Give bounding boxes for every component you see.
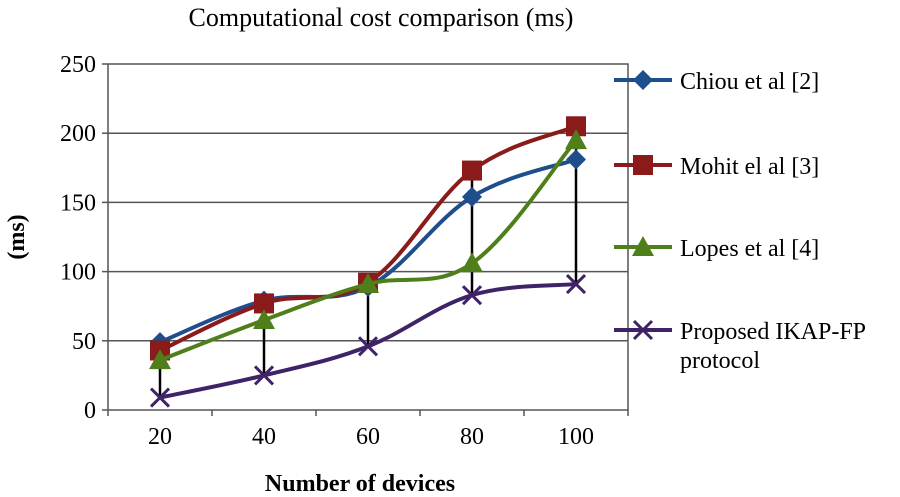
legend-marker <box>633 155 653 175</box>
x-tick-label: 20 <box>148 424 172 450</box>
marker-stroke <box>461 285 483 306</box>
legend-marker <box>632 319 654 341</box>
legend-label: Chiou et al [2] <box>680 69 819 95</box>
data-point <box>565 129 587 150</box>
marker-stroke <box>565 273 587 295</box>
plot-area-border <box>107 63 629 411</box>
y-tick-label: 150 <box>60 190 96 216</box>
y-tick-label: 0 <box>84 398 96 424</box>
x-tick-label: 80 <box>460 424 484 450</box>
y-axis-label: (ms) <box>4 214 30 259</box>
x-tick-label: 100 <box>558 424 594 450</box>
data-point <box>461 252 483 273</box>
data-point <box>253 365 275 386</box>
data-point <box>462 160 482 181</box>
y-tick-label: 200 <box>60 121 96 147</box>
legend-label: Proposed IKAP-FP <box>680 319 866 345</box>
marker-stroke <box>357 336 379 357</box>
data-point <box>149 349 171 370</box>
series-3 <box>149 129 587 370</box>
chart-title: Computational cost comparison (ms) <box>189 3 574 32</box>
legend-label: Mohit el al [3] <box>680 154 819 180</box>
marker-stroke <box>632 319 654 341</box>
series-group <box>149 116 587 408</box>
x-tick-label: 40 <box>252 424 276 450</box>
data-point <box>357 273 379 294</box>
x-axis-label: Number of devices <box>265 471 455 497</box>
data-point <box>254 293 274 314</box>
data-point <box>253 309 275 330</box>
data-point <box>566 116 586 137</box>
y-tick-label: 50 <box>72 329 96 355</box>
x-axis-ticks: 20 40 60 80 100 <box>107 410 629 450</box>
data-point <box>565 273 587 295</box>
x-tick-label: 60 <box>356 424 380 450</box>
data-point <box>461 285 483 306</box>
legend-marker <box>633 70 653 90</box>
marker-stroke <box>149 387 171 408</box>
y-axis-ticks: 0 50 100 150 200 250 <box>60 52 108 424</box>
series-4 <box>149 273 587 408</box>
legend-item: Mohit el al [3] <box>614 154 819 180</box>
y-tick-label: 100 <box>60 260 96 286</box>
data-point <box>566 149 586 170</box>
data-point <box>462 186 482 207</box>
data-point <box>357 336 379 357</box>
legend-item: Lopes et al [4] <box>614 236 819 262</box>
marker-stroke <box>253 365 275 386</box>
drop-lines <box>158 126 578 398</box>
legend-item: Proposed IKAP-FP protocol <box>614 319 866 374</box>
legend-label: protocol <box>680 348 760 374</box>
legend-item: Chiou et al [2] <box>614 69 819 95</box>
legend-label: Lopes et al [4] <box>680 236 819 262</box>
y-tick-label: 250 <box>60 52 96 78</box>
data-point <box>149 387 171 408</box>
legend: Chiou et al [2] Mohit el al [3] Lopes et a… <box>614 69 866 374</box>
legend-marker <box>632 236 654 256</box>
